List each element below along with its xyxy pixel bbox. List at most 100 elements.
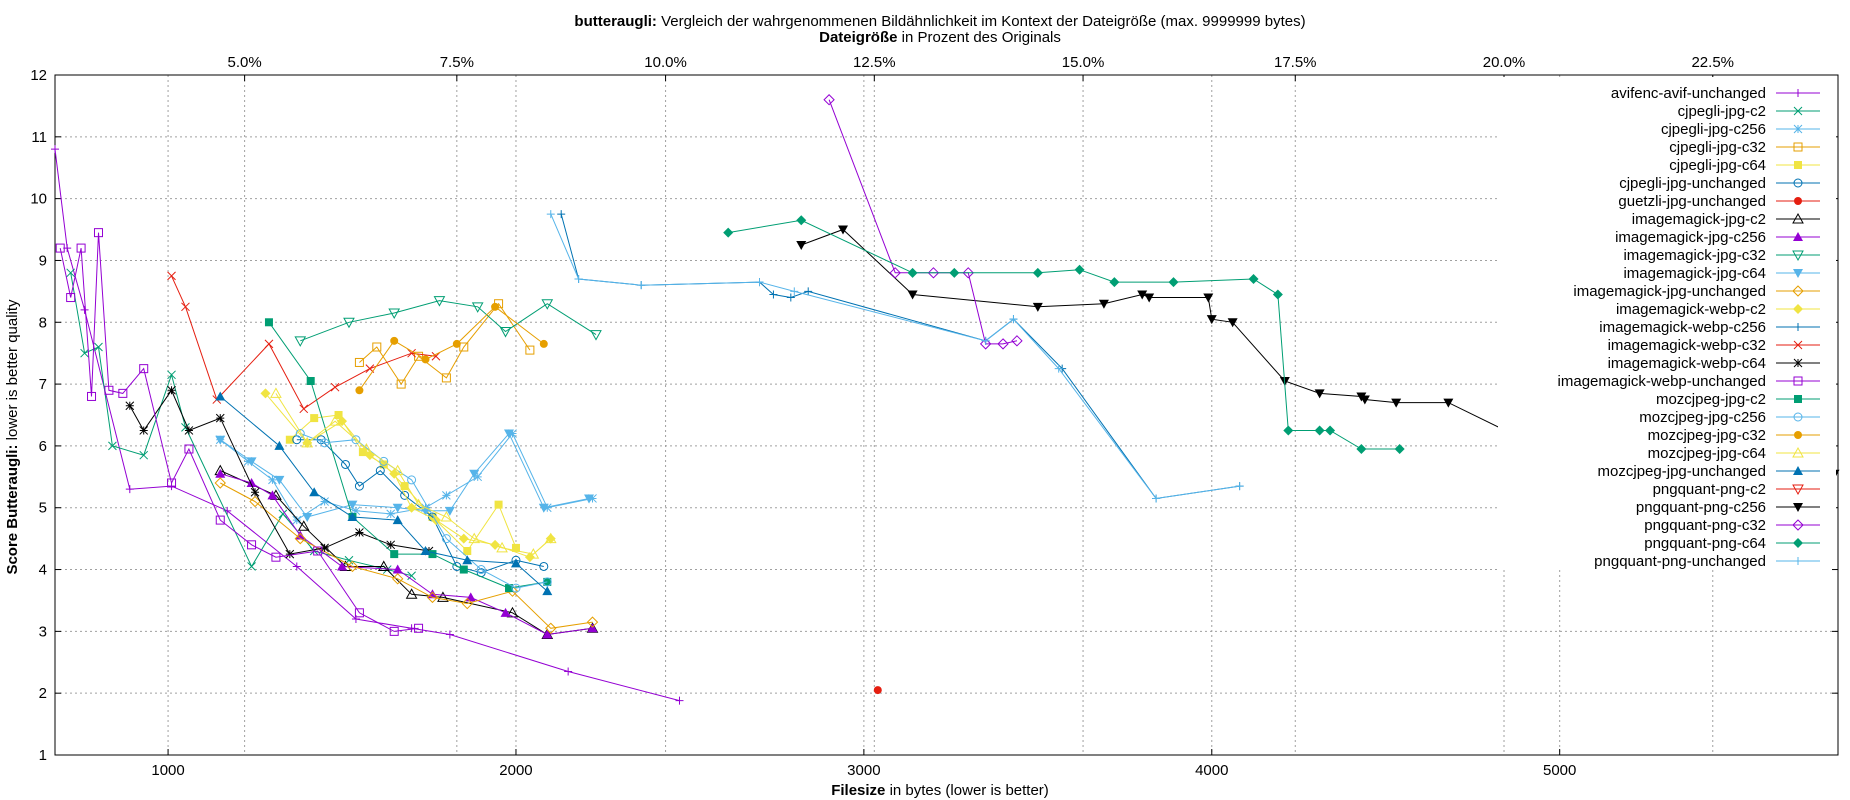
x2-tick-label: 10.0%	[644, 54, 687, 71]
data-point	[167, 370, 176, 380]
data-point	[997, 338, 1009, 350]
grid	[55, 74, 1838, 756]
data-point	[823, 94, 835, 106]
series-mozcjpeg-jpg-c32	[355, 302, 548, 395]
data-point	[264, 339, 274, 349]
legend-swatch-marker	[1793, 503, 1803, 512]
series-line	[300, 300, 597, 342]
data-point	[167, 271, 176, 281]
legend-label: mozcjpeg-jpg-c256	[1639, 409, 1766, 426]
data-point	[390, 336, 399, 345]
data-point	[250, 487, 260, 497]
legend-label: avifenc-avif-unchanged	[1611, 85, 1766, 102]
data-point	[588, 494, 597, 503]
data-point	[414, 623, 424, 633]
data-point	[907, 267, 918, 278]
data-point	[247, 540, 257, 550]
data-point	[358, 448, 367, 457]
series-imagemagick-webp-c256	[557, 210, 1244, 503]
legend-swatch-marker	[1793, 538, 1803, 548]
series-imagemagick-jpg-c32	[294, 296, 602, 347]
data-point	[392, 515, 403, 525]
y-tick-label: 8	[39, 314, 47, 331]
series-guetzli-jpg-unchanged	[873, 686, 882, 695]
legend-label: imagemagick-jpg-c32	[1623, 247, 1766, 264]
data-point	[329, 415, 341, 426]
data-point	[1227, 318, 1238, 328]
legend-label: imagemagick-webp-c32	[1608, 337, 1766, 354]
data-point	[294, 336, 307, 347]
data-point	[347, 500, 358, 510]
series-imagemagick-webp-c64	[125, 385, 434, 559]
data-point	[400, 482, 409, 491]
data-point	[544, 532, 557, 544]
legend-swatch-marker	[1792, 212, 1804, 224]
data-point	[494, 500, 503, 509]
legend-swatch-marker	[1794, 161, 1802, 169]
data-point	[351, 506, 361, 516]
data-point	[440, 510, 453, 522]
data-point	[104, 385, 114, 395]
legend-label: pngquant-png-c32	[1644, 517, 1766, 534]
legend-label: imagemagick-jpg-c64	[1623, 265, 1766, 282]
y-tick-label: 12	[30, 67, 47, 84]
data-point	[66, 293, 76, 303]
data-point	[55, 243, 65, 253]
data-point	[184, 444, 194, 454]
data-point	[396, 379, 406, 389]
data-point	[372, 342, 382, 352]
data-point	[527, 548, 540, 559]
data-point	[310, 414, 319, 423]
data-point	[421, 355, 430, 364]
series-line	[359, 302, 531, 386]
y-tick-label: 6	[39, 438, 47, 455]
y-tick-label: 3	[39, 623, 47, 640]
data-point	[1443, 398, 1454, 408]
legend-swatch-marker	[1793, 269, 1803, 278]
data-point	[108, 441, 117, 451]
data-point	[285, 435, 294, 444]
data-point	[542, 629, 553, 639]
data-point	[469, 469, 480, 479]
data-point	[426, 591, 439, 604]
data-point	[804, 287, 813, 296]
legend-swatch-marker	[1793, 304, 1803, 314]
x2-tick-label: 12.5%	[853, 54, 896, 71]
series-imagemagick-webp-unchanged	[55, 228, 424, 636]
data-point	[274, 440, 285, 450]
data-point	[392, 503, 403, 513]
data-point	[285, 549, 295, 559]
legend-label: pngquant-png-c64	[1644, 535, 1766, 552]
series-pngquant-png-unchanged	[546, 210, 1244, 503]
y-tick-label: 1	[39, 747, 47, 764]
data-point	[214, 477, 226, 489]
data-point	[76, 243, 86, 253]
x2-tick-label: 20.0%	[1483, 54, 1526, 71]
data-point	[334, 411, 343, 419]
legend-swatch-marker	[1794, 197, 1802, 205]
legend: avifenc-avif-unchangedcjpegli-jpg-c2cjpe…	[1498, 77, 1836, 570]
data-point	[118, 388, 128, 398]
legend-swatch-marker	[1794, 557, 1802, 565]
data-point	[889, 267, 901, 279]
data-point	[949, 267, 960, 278]
data-point	[343, 317, 355, 329]
series-imagemagick-webp-c32	[167, 271, 441, 414]
data-point	[505, 584, 514, 593]
data-point	[405, 588, 418, 599]
x-tick-label: 4000	[1195, 762, 1228, 779]
data-point	[125, 485, 134, 494]
series-line	[550, 213, 1240, 500]
data-point	[355, 528, 364, 537]
x2-tick-label: 15.0%	[1062, 54, 1105, 71]
y-tick-label: 10	[30, 191, 47, 208]
data-point	[51, 145, 59, 154]
data-point	[249, 495, 261, 508]
data-point	[979, 338, 992, 350]
data-point	[564, 667, 573, 676]
chart-title: butteraugli: Vergleich der wahrgenommene…	[574, 13, 1305, 30]
data-point	[1359, 395, 1370, 405]
legend-swatch-marker	[1792, 250, 1804, 262]
legend-label: pngquant-png-c2	[1653, 481, 1766, 498]
